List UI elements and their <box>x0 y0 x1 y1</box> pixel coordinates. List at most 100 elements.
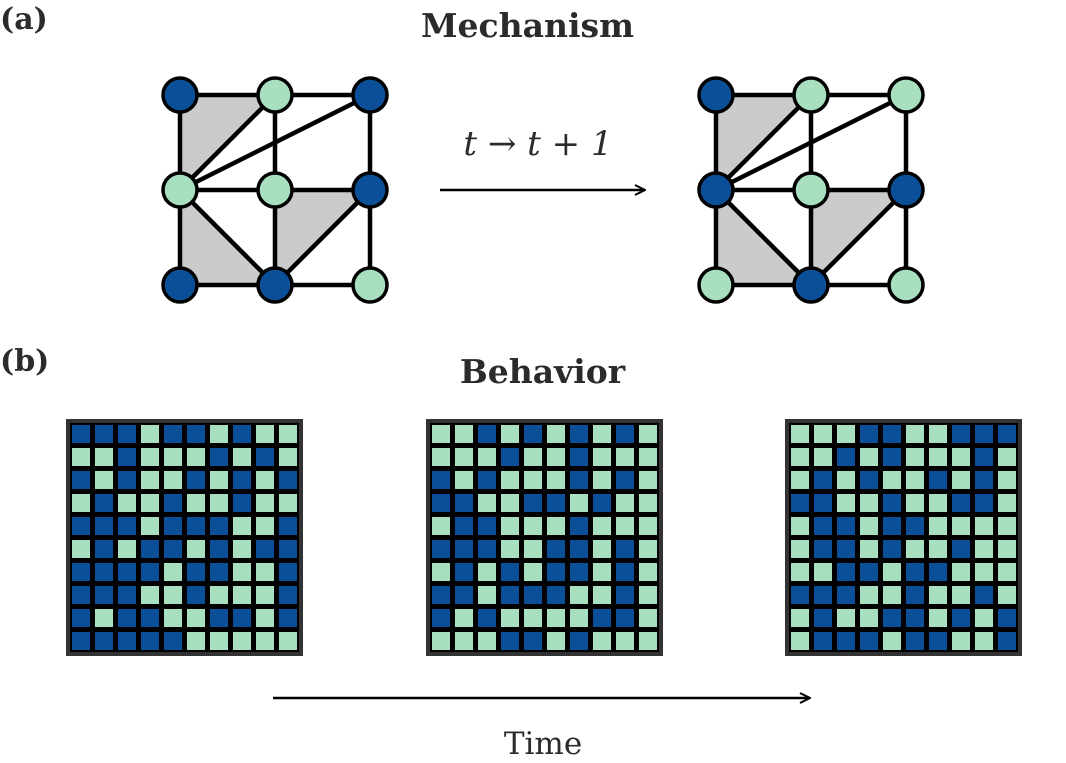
cell-inactive <box>593 425 611 443</box>
cell-inactive <box>95 471 113 489</box>
cell-active <box>616 586 634 604</box>
cell-inactive <box>547 471 565 489</box>
cell-inactive <box>975 632 993 650</box>
cell-inactive <box>233 586 251 604</box>
cell-active <box>998 609 1016 627</box>
cell-inactive <box>639 425 657 443</box>
cell-inactive <box>814 448 832 466</box>
cell-active <box>570 563 588 581</box>
cell-inactive <box>814 425 832 443</box>
cell-active <box>883 609 901 627</box>
cell-inactive <box>210 471 228 489</box>
graph-edge <box>177 92 373 193</box>
cell-inactive <box>639 517 657 535</box>
cell-active <box>95 425 113 443</box>
cell-active <box>975 425 993 443</box>
cell-active <box>814 471 832 489</box>
cell-inactive <box>791 609 809 627</box>
cell-active <box>187 563 205 581</box>
graph-node-inactive <box>697 266 735 304</box>
cell-inactive <box>906 471 924 489</box>
cell-active <box>279 609 297 627</box>
cell-active <box>524 494 542 512</box>
cell-active <box>118 448 136 466</box>
cell-inactive <box>883 632 901 650</box>
cell-inactive <box>860 540 878 558</box>
cell-inactive <box>975 517 993 535</box>
cell-inactive <box>233 563 251 581</box>
cell-inactive <box>141 471 159 489</box>
graph-node-active <box>351 171 389 209</box>
cell-inactive <box>501 494 519 512</box>
cell-active <box>929 471 947 489</box>
cell-inactive <box>639 448 657 466</box>
cell-inactive <box>791 563 809 581</box>
cell-inactive <box>616 448 634 466</box>
grid-snapshots <box>66 419 1022 656</box>
cell-active <box>233 471 251 489</box>
cell-inactive <box>524 471 542 489</box>
cell-active <box>998 425 1016 443</box>
cell-inactive <box>256 425 274 443</box>
cell-inactive <box>593 632 611 650</box>
cell-inactive <box>639 471 657 489</box>
cell-inactive <box>952 471 970 489</box>
cell-active <box>860 471 878 489</box>
cell-inactive <box>883 471 901 489</box>
cell-inactive <box>906 425 924 443</box>
cell-active <box>118 517 136 535</box>
cell-inactive <box>501 517 519 535</box>
cell-inactive <box>975 609 993 627</box>
cell-active <box>141 540 159 558</box>
cell-active <box>478 425 496 443</box>
cell-active <box>975 471 993 489</box>
cell-active <box>279 471 297 489</box>
graph-node-inactive <box>792 171 830 209</box>
cell-active <box>860 632 878 650</box>
cell-active <box>975 448 993 466</box>
graph-edge <box>272 187 373 288</box>
cell-active <box>478 609 496 627</box>
grid-snapshot-3 <box>785 419 1022 656</box>
cell-active <box>593 494 611 512</box>
cell-inactive <box>141 517 159 535</box>
cell-inactive <box>639 494 657 512</box>
cell-active <box>837 563 855 581</box>
cell-active <box>791 494 809 512</box>
cell-inactive <box>455 609 473 627</box>
cell-active <box>883 494 901 512</box>
graph-node-inactive <box>887 266 925 304</box>
cell-inactive <box>164 586 182 604</box>
cell-active <box>455 494 473 512</box>
cell-active <box>814 540 832 558</box>
cell-inactive <box>975 540 993 558</box>
cell-active <box>118 632 136 650</box>
cell-inactive <box>164 448 182 466</box>
cell-inactive <box>860 448 878 466</box>
cell-active <box>814 632 832 650</box>
cell-inactive <box>791 632 809 650</box>
cell-inactive <box>593 517 611 535</box>
cell-active <box>95 586 113 604</box>
cell-active <box>187 517 205 535</box>
cell-active <box>616 563 634 581</box>
cell-inactive <box>906 494 924 512</box>
cell-active <box>164 494 182 512</box>
cell-active <box>501 586 519 604</box>
cell-active <box>72 425 90 443</box>
cell-inactive <box>906 540 924 558</box>
mechanism-title: Mechanism <box>420 6 635 45</box>
cell-active <box>975 586 993 604</box>
graph-node-active <box>351 76 389 114</box>
cell-active <box>95 540 113 558</box>
cell-active <box>837 448 855 466</box>
cell-inactive <box>570 494 588 512</box>
cell-inactive <box>432 563 450 581</box>
cell-inactive <box>432 517 450 535</box>
cell-inactive <box>929 540 947 558</box>
cell-inactive <box>791 517 809 535</box>
cell-active <box>210 563 228 581</box>
cell-active <box>95 494 113 512</box>
cell-inactive <box>837 609 855 627</box>
